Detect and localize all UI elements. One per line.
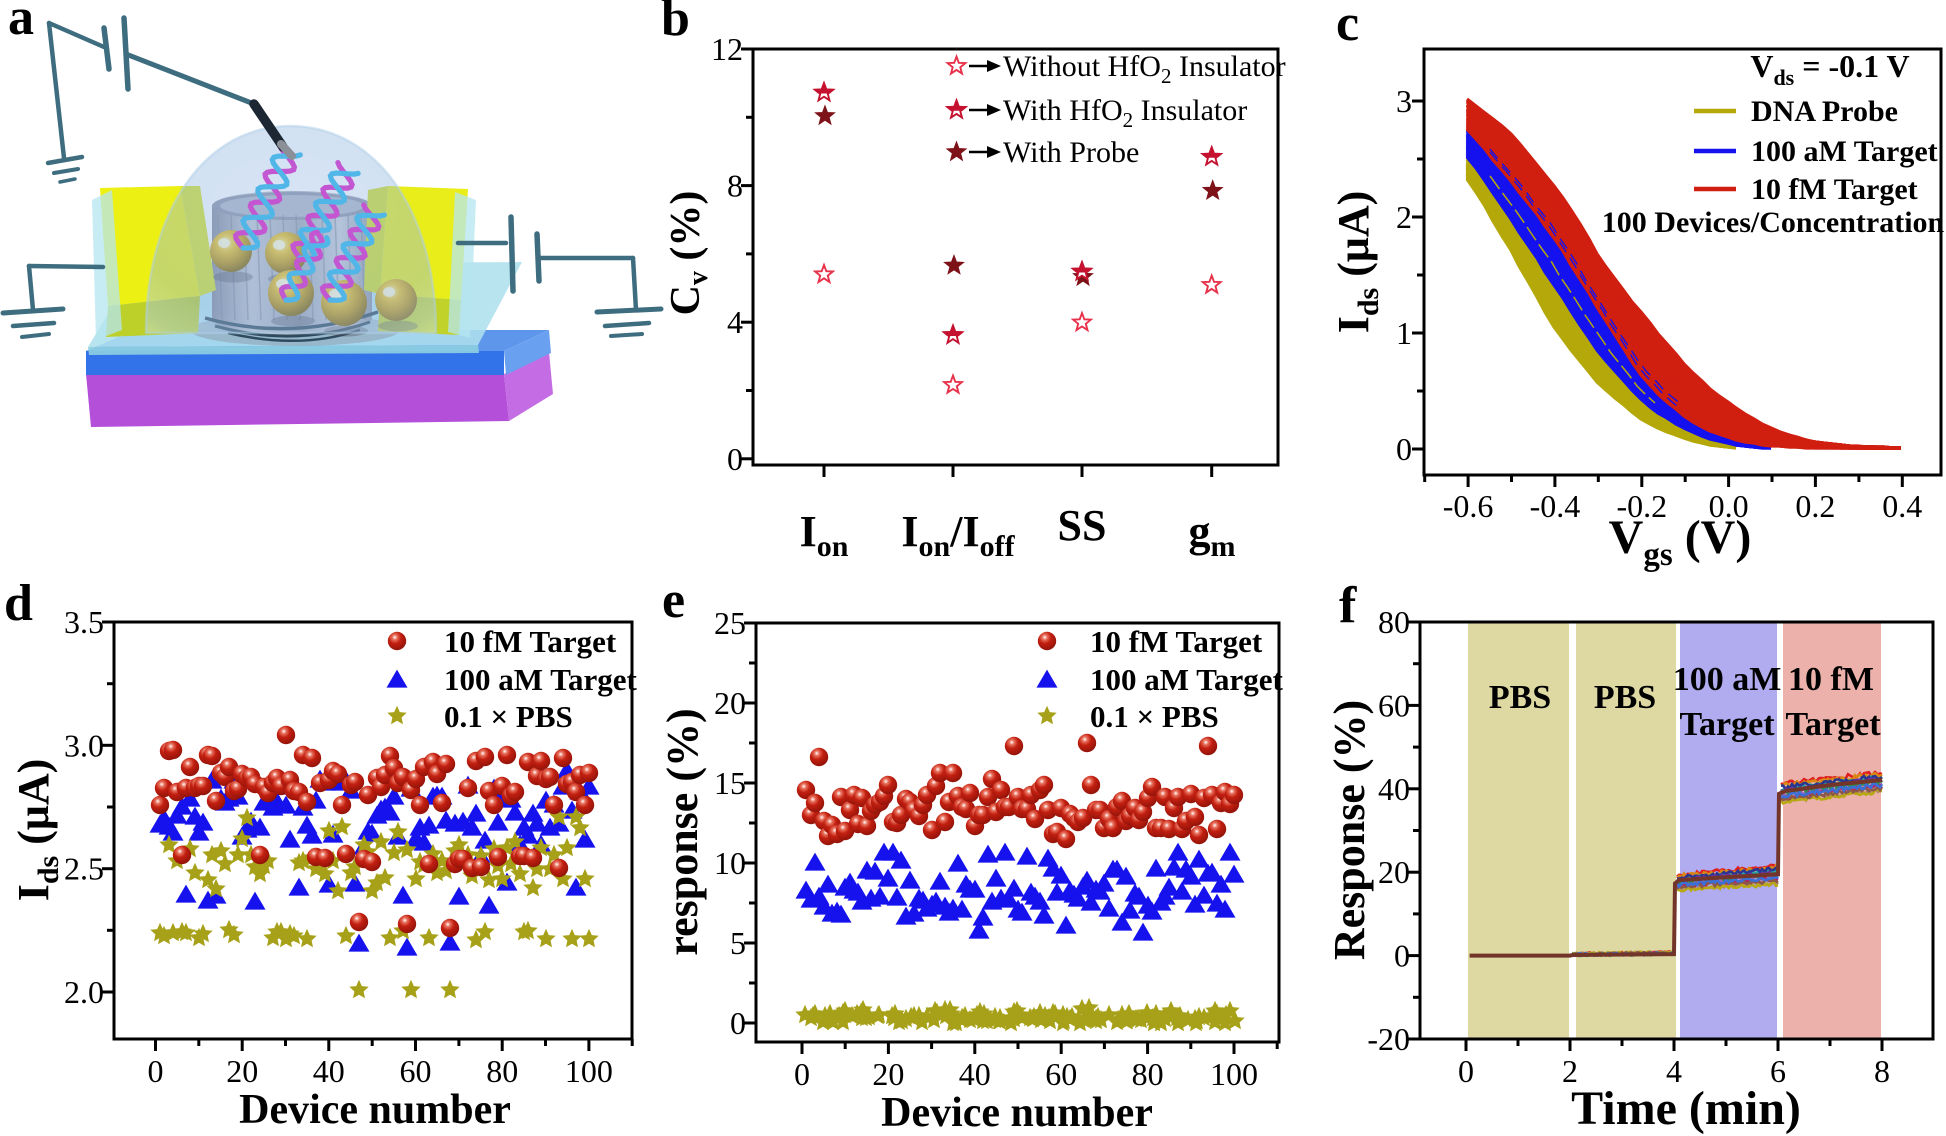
svg-text:Device number: Device number	[239, 1087, 511, 1133]
svg-text:6: 6	[1770, 1053, 1786, 1089]
svg-text:a: a	[8, 0, 34, 46]
svg-text:10 fM Target: 10 fM Target	[444, 624, 617, 659]
svg-text:4: 4	[1666, 1053, 1682, 1089]
svg-text:40: 40	[313, 1053, 345, 1089]
svg-text:20: 20	[872, 1056, 904, 1092]
svg-text:Without HfO2 Insulator: Without HfO2 Insulator	[1003, 50, 1286, 88]
svg-text:12: 12	[711, 31, 743, 67]
svg-text:40: 40	[959, 1056, 991, 1092]
svg-text:3.0: 3.0	[64, 727, 104, 763]
svg-text:8: 8	[727, 168, 743, 204]
svg-text:DNA Probe: DNA Probe	[1751, 95, 1898, 128]
svg-text:0: 0	[1396, 431, 1412, 467]
svg-text:0: 0	[730, 1005, 746, 1041]
svg-text:0: 0	[727, 441, 743, 477]
svg-text:2: 2	[1396, 199, 1412, 235]
svg-text:0: 0	[794, 1056, 810, 1092]
svg-text:With Probe: With Probe	[1003, 136, 1139, 169]
svg-text:60: 60	[1378, 687, 1410, 723]
svg-text:10 fM Target: 10 fM Target	[1751, 173, 1918, 206]
svg-text:100 aM: 100 aM	[1673, 661, 1782, 698]
svg-text:100: 100	[565, 1053, 613, 1089]
svg-text:80: 80	[1378, 604, 1410, 640]
svg-text:Vgs (V): Vgs (V)	[1609, 511, 1752, 573]
svg-text:b: b	[661, 0, 690, 47]
svg-text:-20: -20	[1367, 1021, 1410, 1057]
svg-text:100 aM Target: 100 aM Target	[444, 662, 638, 697]
svg-text:SS: SS	[1058, 501, 1107, 550]
svg-text:100 Devices/Concentration: 100 Devices/Concentration	[1602, 206, 1945, 239]
svg-text:25: 25	[714, 605, 746, 641]
svg-text:60: 60	[400, 1053, 432, 1089]
svg-text:8: 8	[1874, 1053, 1890, 1089]
svg-text:Cv (%): Cv (%)	[663, 191, 714, 316]
svg-text:Response (%): Response (%)	[1325, 700, 1374, 960]
svg-text:PBS: PBS	[1489, 679, 1551, 716]
svg-text:60: 60	[1045, 1056, 1077, 1092]
svg-text:PBS: PBS	[1594, 679, 1656, 716]
svg-text:0: 0	[1458, 1053, 1474, 1089]
svg-text:Time (min): Time (min)	[1571, 1082, 1801, 1135]
svg-text:Device number: Device number	[881, 1090, 1153, 1136]
svg-text:3: 3	[1396, 83, 1412, 119]
svg-text:2: 2	[1562, 1053, 1578, 1089]
svg-text:3.5: 3.5	[64, 604, 104, 640]
svg-text:20: 20	[226, 1053, 258, 1089]
svg-text:10: 10	[714, 845, 746, 881]
svg-text:20: 20	[714, 685, 746, 721]
svg-text:response (%): response (%)	[658, 708, 707, 955]
svg-text:10 fM: 10 fM	[1788, 661, 1874, 698]
svg-text:f: f	[1339, 577, 1357, 634]
svg-text:-0.2: -0.2	[1616, 488, 1667, 524]
svg-text:1: 1	[1396, 315, 1412, 351]
svg-text:e: e	[662, 572, 685, 629]
svg-text:15: 15	[714, 765, 746, 801]
svg-text:0.1 × PBS: 0.1 × PBS	[444, 699, 573, 734]
svg-text:Target: Target	[1679, 706, 1775, 743]
svg-text:Ids (μA): Ids (μA)	[1329, 191, 1385, 334]
svg-text:40: 40	[1378, 771, 1410, 807]
svg-text:80: 80	[486, 1053, 518, 1089]
svg-text:0.0: 0.0	[1709, 488, 1749, 524]
svg-text:4: 4	[727, 304, 743, 340]
svg-text:80: 80	[1132, 1056, 1164, 1092]
svg-text:Target: Target	[1785, 706, 1881, 743]
svg-text:2.5: 2.5	[64, 851, 104, 887]
svg-text:0.1 × PBS: 0.1 × PBS	[1090, 699, 1219, 734]
svg-text:0.2: 0.2	[1795, 488, 1835, 524]
svg-text:0: 0	[1394, 938, 1410, 974]
svg-text:100: 100	[1210, 1056, 1258, 1092]
svg-text:-0.4: -0.4	[1530, 488, 1581, 524]
svg-text:0.4: 0.4	[1882, 488, 1922, 524]
svg-text:5: 5	[730, 925, 746, 961]
svg-text:20: 20	[1378, 854, 1410, 890]
svg-text:-0.6: -0.6	[1443, 488, 1494, 524]
svg-text:d: d	[4, 575, 33, 632]
svg-text:2.0: 2.0	[64, 974, 104, 1010]
svg-text:0: 0	[148, 1053, 164, 1089]
svg-text:100 aM Target: 100 aM Target	[1751, 135, 1938, 168]
svg-text:10 fM Target: 10 fM Target	[1090, 624, 1263, 659]
svg-text:100 aM Target: 100 aM Target	[1090, 662, 1284, 697]
svg-text:c: c	[1336, 0, 1359, 52]
